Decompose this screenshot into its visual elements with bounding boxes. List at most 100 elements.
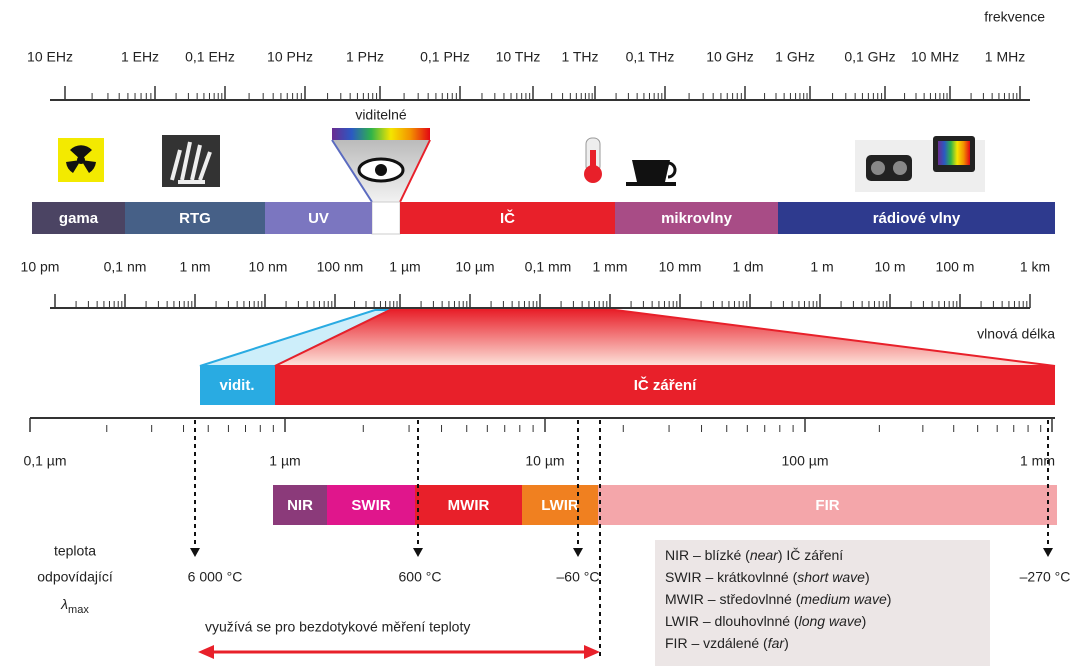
band-label: UV bbox=[308, 210, 329, 227]
wavelength-label: 10 m bbox=[874, 259, 905, 275]
band-label: rádiové vlny bbox=[873, 210, 961, 227]
frequency-label: 1 PHz bbox=[346, 49, 384, 65]
usage-note: využívá se pro bezdotykové měření teplot… bbox=[205, 619, 470, 635]
radio-icon bbox=[893, 161, 907, 175]
zoom-label: vidit. bbox=[219, 377, 254, 394]
wavelength-label: 1 m bbox=[810, 259, 833, 275]
legend-part: MWIR – středovlnné ( bbox=[665, 591, 801, 607]
band bbox=[32, 202, 125, 234]
zoom-band bbox=[275, 367, 1055, 405]
legend-part: NIR – blízké ( bbox=[665, 547, 750, 563]
zoom-ir bbox=[274, 309, 1056, 367]
sub-band bbox=[415, 485, 522, 525]
legend-part: ) IČ záření bbox=[778, 547, 843, 563]
sub-band bbox=[598, 485, 1057, 525]
band-label: RTG bbox=[179, 210, 211, 227]
arrow-head bbox=[413, 548, 423, 557]
legend-line: NIR – blízké (near) IČ záření bbox=[665, 547, 843, 563]
wavelength-label: 0,1 mm bbox=[525, 259, 572, 275]
wavelength-label: 10 mm bbox=[659, 259, 702, 275]
scale-label: 1 mm bbox=[1020, 453, 1055, 469]
funnel-edge bbox=[331, 139, 373, 203]
content: frekvence 10 EHz 1 EHz 0,1 EHz 10 PHz 1 PHz 0,… bbox=[21, 9, 1071, 660]
wavelength-label: 1 µm bbox=[389, 259, 420, 275]
visible-label: viditelné bbox=[355, 107, 407, 123]
band bbox=[778, 202, 1055, 234]
visible-gap bbox=[371, 201, 401, 235]
temperature-value: 6 000 °C bbox=[188, 569, 243, 585]
temperature-value: –270 °C bbox=[1020, 569, 1071, 585]
band-label: IČ bbox=[500, 209, 515, 227]
sub-band-label: SWIR bbox=[351, 497, 390, 514]
arrow-head bbox=[190, 548, 200, 557]
frequency-label: 10 GHz bbox=[706, 49, 753, 65]
band-label: gama bbox=[59, 210, 99, 227]
frequency-label: 0,1 EHz bbox=[185, 49, 235, 65]
frequency-title: frekvence bbox=[984, 9, 1045, 25]
sub-band-label: MWIR bbox=[448, 497, 490, 514]
legend-part: SWIR – krátkovlnné ( bbox=[665, 569, 798, 585]
legend-part: medium wave bbox=[800, 591, 887, 607]
scale-label: 100 µm bbox=[782, 453, 829, 469]
arrow-head bbox=[584, 645, 600, 659]
frequency-label: 10 MHz bbox=[911, 49, 959, 65]
frequency-label: 1 MHz bbox=[985, 49, 1025, 65]
sub-band-label: FIR bbox=[815, 497, 839, 514]
legend-part: ) bbox=[862, 613, 867, 629]
wavelength-title: vlnová délka bbox=[977, 326, 1055, 342]
zoom-label: IČ záření bbox=[634, 376, 697, 394]
legend-line: FIR – vzdálené (far) bbox=[665, 635, 789, 651]
sub-band-label: LWIR bbox=[541, 497, 579, 514]
tv-icon bbox=[938, 141, 970, 165]
wavelength-label: 100 nm bbox=[317, 259, 364, 275]
band bbox=[125, 202, 265, 234]
radio-icon bbox=[871, 161, 885, 175]
wavelength-label: 0,1 nm bbox=[104, 259, 147, 275]
legend-part: near bbox=[750, 547, 779, 563]
temperature-value: –60 °C bbox=[557, 569, 600, 585]
thermometer-icon bbox=[590, 150, 596, 172]
temperature-line: odpovídající bbox=[37, 569, 113, 585]
frequency-label: 0,1 PHz bbox=[420, 49, 470, 65]
temperature-line: teplota bbox=[54, 543, 96, 559]
frequency-label: 1 THz bbox=[561, 49, 598, 65]
zoom-band bbox=[200, 367, 275, 405]
scale-label: 0,1 µm bbox=[23, 453, 66, 469]
wavelength-label: 10 µm bbox=[455, 259, 494, 275]
wavelength-label: 1 nm bbox=[179, 259, 210, 275]
wavelength-label: 1 dm bbox=[732, 259, 763, 275]
lambda-max: λmax bbox=[60, 596, 89, 616]
legend-line: SWIR – krátkovlnné (short wave) bbox=[665, 569, 870, 585]
sub-band bbox=[273, 485, 327, 525]
spectrum bbox=[332, 128, 430, 140]
wavelength-label: 1 mm bbox=[593, 259, 628, 275]
coffee-icon bbox=[632, 160, 670, 182]
lambda: λ bbox=[60, 596, 68, 612]
legend-part: far bbox=[768, 635, 786, 651]
wavelength-label: 1 km bbox=[1020, 259, 1050, 275]
thermometer-icon bbox=[584, 165, 602, 183]
arrow-head bbox=[198, 645, 214, 659]
legend-part: FIR – vzdálené ( bbox=[665, 635, 768, 651]
frequency-label: 10 PHz bbox=[267, 49, 313, 65]
band-label: mikrovlny bbox=[661, 210, 733, 227]
legend-part: ) bbox=[865, 569, 870, 585]
wavelength-label: 10 nm bbox=[249, 259, 288, 275]
frequency-label: 10 EHz bbox=[27, 49, 73, 65]
band bbox=[265, 202, 372, 234]
icons bbox=[58, 128, 985, 203]
temperature-value: 600 °C bbox=[399, 569, 442, 585]
wavelength-label: 100 m bbox=[936, 259, 975, 275]
frequency-label: 1 GHz bbox=[775, 49, 815, 65]
arrow-head bbox=[1043, 548, 1053, 557]
coffee-icon bbox=[626, 182, 676, 186]
wavelength-label: 10 pm bbox=[21, 259, 60, 275]
legend-part: ) bbox=[887, 591, 892, 607]
arrow-head bbox=[573, 548, 583, 557]
band bbox=[615, 202, 778, 234]
frequency-label: 10 THz bbox=[496, 49, 541, 65]
scale-label: 10 µm bbox=[525, 453, 564, 469]
xray-icon bbox=[170, 141, 212, 184]
legend-line: LWIR – dlouhovlnné (long wave) bbox=[665, 613, 866, 629]
